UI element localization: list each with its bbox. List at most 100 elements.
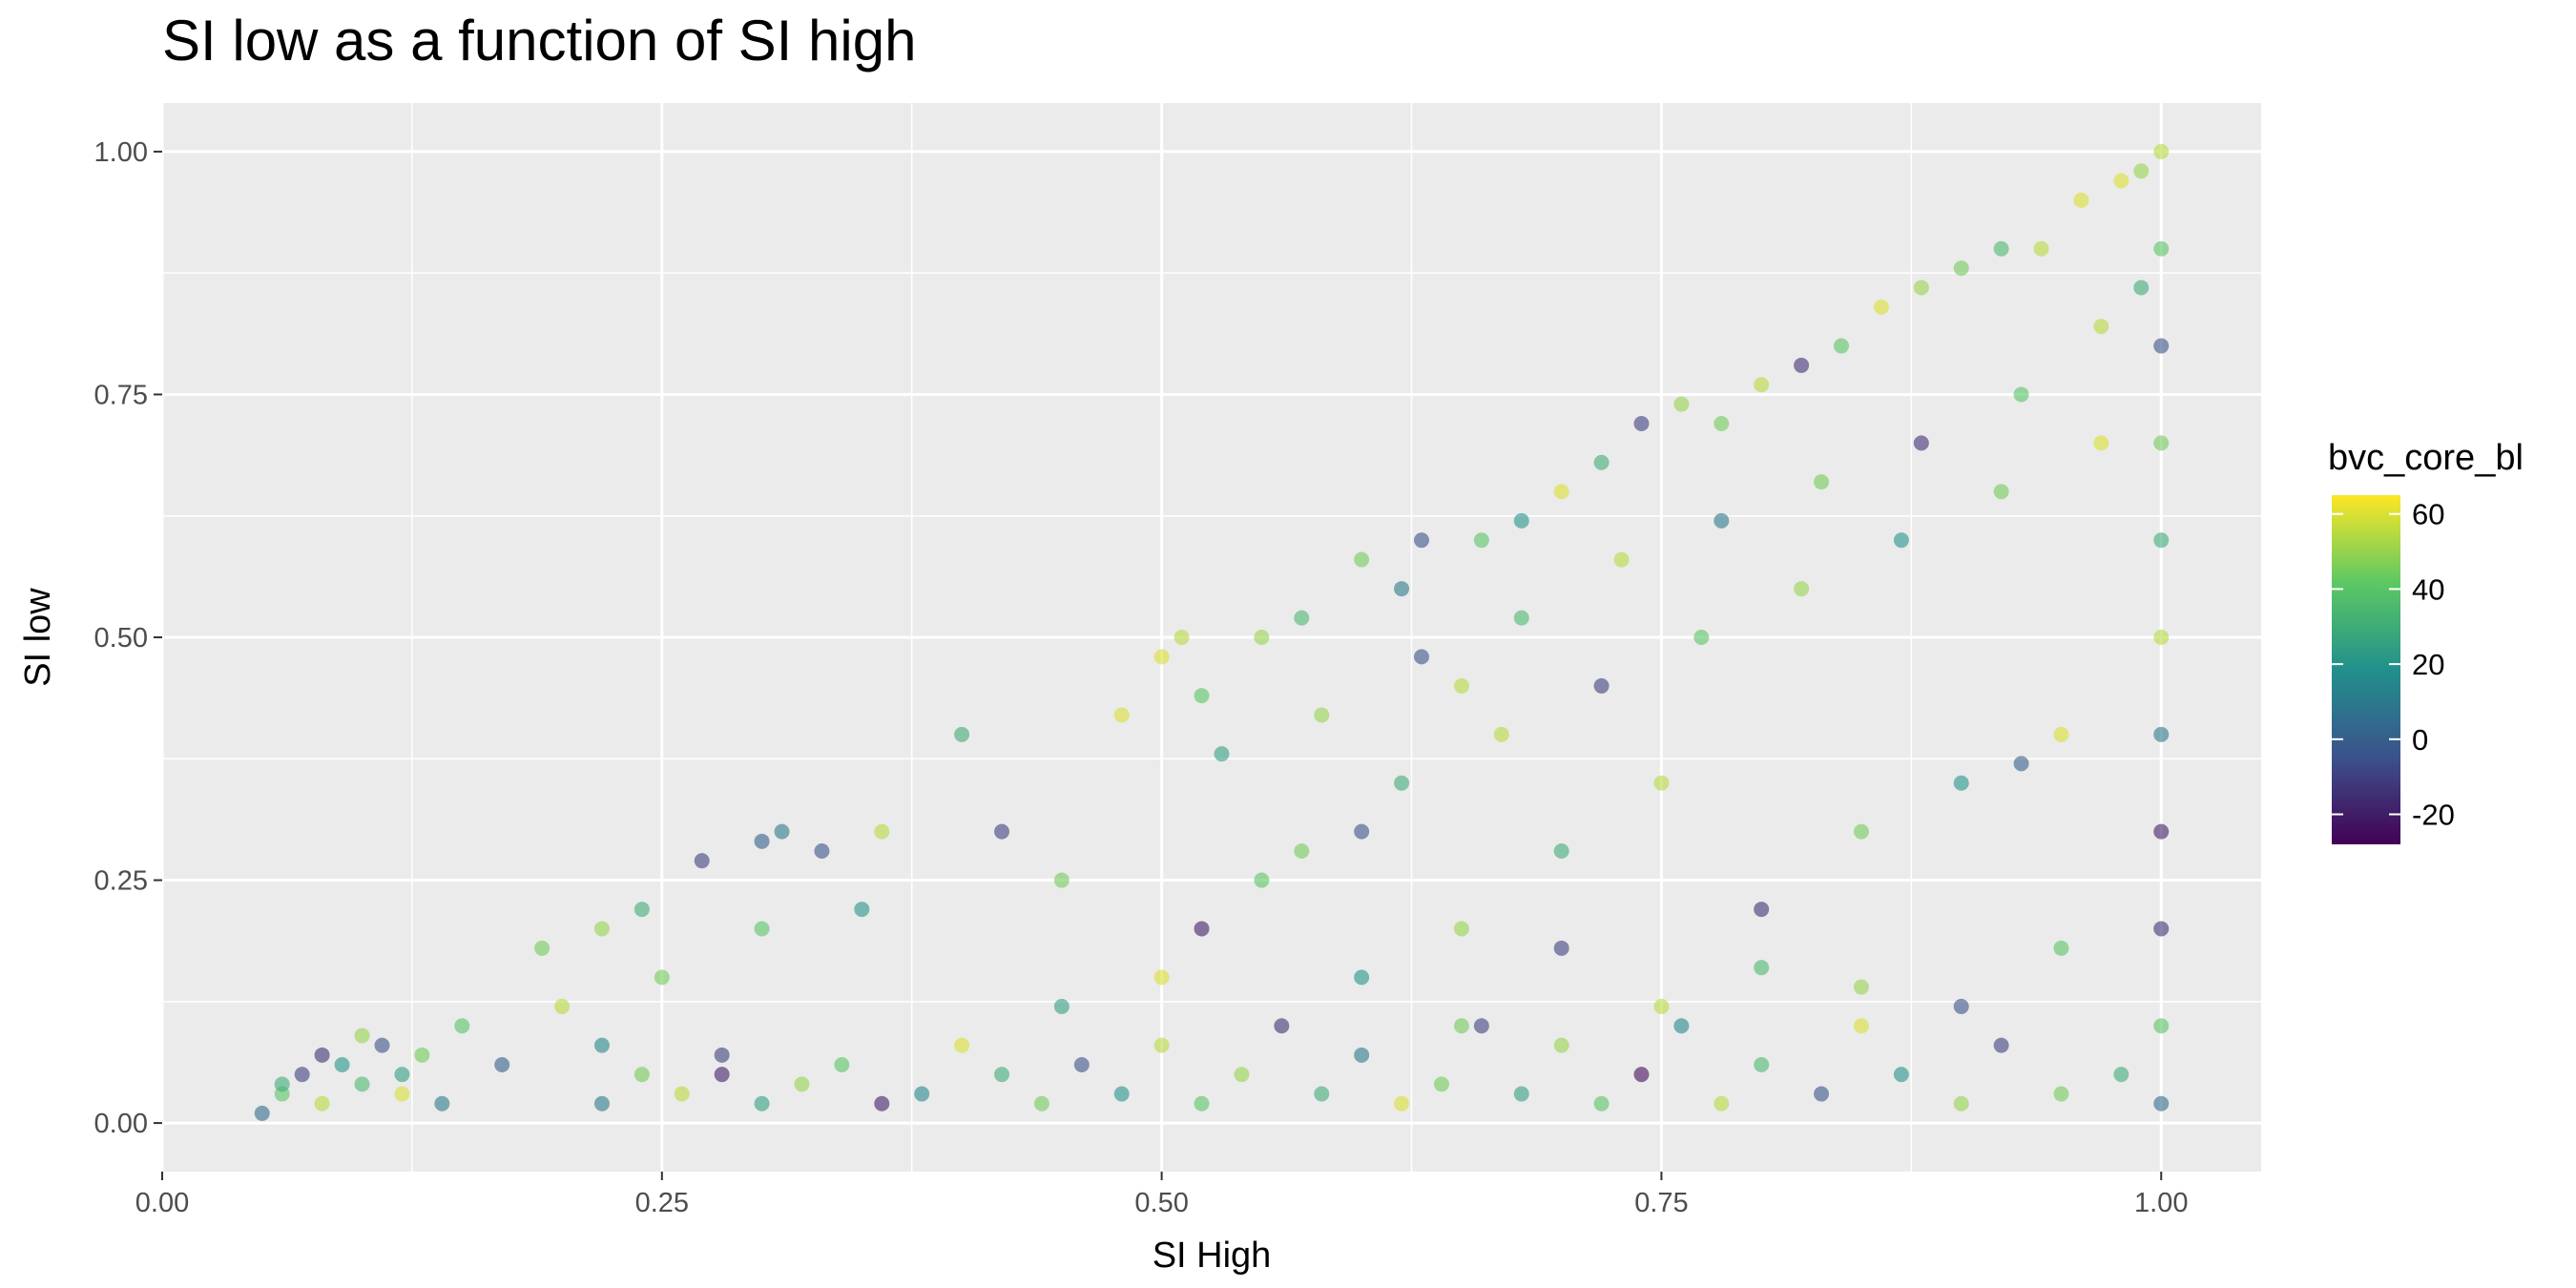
legend-tick-label: 40 [2412, 572, 2444, 606]
data-point [1953, 775, 1969, 791]
data-point [1254, 872, 1270, 888]
legend-colorbar [2332, 495, 2400, 844]
x-tick-label: 0.50 [1134, 1188, 1188, 1218]
data-point [1053, 998, 1070, 1014]
data-point [1194, 1095, 1210, 1111]
data-point [394, 1086, 410, 1102]
data-point [2153, 1018, 2170, 1034]
legend-ticks: 60 40 20 0 -20 [2332, 498, 2455, 832]
grid-major [160, 103, 2261, 1172]
data-point [454, 1018, 470, 1034]
data-point [1953, 1095, 1969, 1111]
data-point [754, 921, 770, 937]
data-point [1593, 677, 1610, 694]
data-point [2093, 319, 2109, 335]
data-point [874, 1095, 890, 1111]
data-point [1153, 1037, 1170, 1053]
data-point [1453, 921, 1469, 937]
data-point [1673, 1018, 1690, 1034]
data-point [1053, 872, 1070, 888]
data-point [1153, 649, 1170, 665]
data-point [1214, 746, 1230, 762]
y-tick-label: 1.00 [94, 137, 148, 168]
legend-title: bvc_core_bl [2328, 438, 2524, 478]
data-point [1414, 532, 1429, 549]
data-point [1433, 1076, 1449, 1092]
y-tick-label: 0.75 [94, 380, 148, 410]
data-point [694, 853, 710, 869]
data-point [834, 1057, 850, 1072]
y-axis-title: SI low [18, 588, 58, 687]
data-point [1714, 416, 1730, 431]
data-point [1394, 581, 1410, 597]
data-point [254, 1105, 270, 1121]
data-point [1853, 979, 1869, 995]
data-point [1513, 512, 1529, 529]
data-point [2153, 338, 2170, 354]
data-point [1493, 726, 1509, 742]
axis-tick-labels: 0.00 0.25 0.50 0.75 1.00 0.00 0.25 0.50 0.75 1.00 [94, 137, 2189, 1218]
data-point [1593, 1095, 1610, 1111]
data-point [1593, 454, 1610, 470]
data-point [1953, 998, 1969, 1014]
x-axis-title: SI High [1153, 1236, 1272, 1276]
data-point [1853, 1018, 1869, 1034]
data-point [814, 843, 830, 859]
data-point [994, 1067, 1009, 1083]
data-point [1394, 775, 1410, 791]
data-point [2053, 1086, 2069, 1102]
data-point [1354, 1047, 1370, 1063]
data-point [354, 1028, 370, 1044]
data-point [714, 1047, 730, 1063]
data-point [1314, 707, 1330, 723]
data-point [1893, 532, 1909, 549]
data-point [1673, 396, 1690, 412]
data-point [2013, 756, 2029, 772]
x-tick-label: 1.00 [2134, 1188, 2188, 1218]
data-point [2033, 240, 2049, 257]
data-point [2113, 173, 2129, 189]
data-point [494, 1057, 510, 1072]
data-point [1853, 823, 1869, 840]
data-point [2133, 280, 2150, 296]
data-point [1553, 940, 1569, 956]
data-point [2053, 940, 2069, 956]
data-point [1153, 969, 1170, 986]
data-points [254, 143, 2170, 1121]
data-point [1873, 299, 1889, 315]
data-point [1174, 630, 1190, 645]
data-point [1993, 240, 2009, 257]
data-point [714, 1067, 730, 1083]
chart-title: SI low as a function of SI high [162, 9, 917, 73]
data-point [1553, 484, 1569, 500]
data-point [1693, 630, 1710, 645]
y-tick-label: 0.25 [94, 866, 148, 897]
data-point [1653, 998, 1670, 1014]
data-point [654, 969, 670, 986]
data-point [414, 1047, 430, 1063]
data-point [1073, 1057, 1090, 1072]
data-point [1194, 688, 1210, 704]
data-point [2153, 921, 2170, 937]
data-point [954, 1037, 970, 1053]
data-point [1314, 1086, 1330, 1102]
data-point [1294, 843, 1310, 859]
data-point [1294, 610, 1310, 626]
data-point [2153, 143, 2170, 159]
x-tick-label: 0.00 [135, 1188, 189, 1218]
data-point [1714, 512, 1730, 529]
data-point [593, 1095, 610, 1111]
x-tick-label: 0.75 [1634, 1188, 1688, 1218]
data-point [1354, 969, 1370, 986]
data-point [1953, 260, 1969, 277]
data-point [1754, 1057, 1770, 1072]
data-point [2153, 240, 2170, 257]
data-point [334, 1057, 350, 1072]
legend-tick-label: 20 [2412, 648, 2444, 681]
data-point [2153, 726, 2170, 742]
data-point [1754, 377, 1770, 393]
data-point [634, 902, 650, 918]
grid-minor [162, 103, 2261, 1172]
data-point [854, 902, 870, 918]
